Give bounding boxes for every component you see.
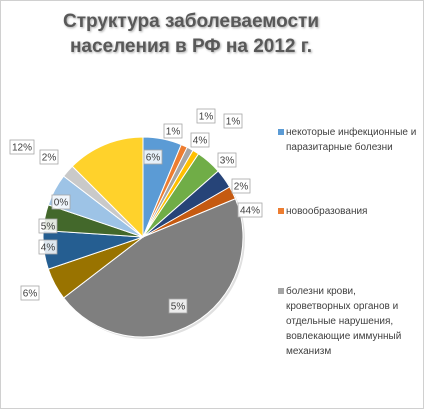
data-label-15: 12% — [9, 139, 35, 155]
legend-swatch-infectious — [278, 129, 284, 135]
legend-item-infectious: некоторые инфекционные и паразитарные бо… — [278, 125, 420, 155]
pie-slice-8 — [62, 198, 244, 338]
svg-text:5%: 5% — [171, 302, 186, 313]
svg-text:1%: 1% — [226, 117, 241, 128]
data-label-8: 44% — [237, 202, 263, 218]
data-label-13: 0% — [51, 194, 71, 210]
data-label-11: 4% — [38, 239, 58, 255]
svg-text:1%: 1% — [166, 127, 181, 138]
svg-text:1%: 1% — [199, 112, 214, 123]
svg-text:5%: 5% — [41, 222, 56, 233]
data-label-7: 2% — [231, 178, 251, 194]
svg-text:6%: 6% — [23, 289, 38, 300]
svg-text:3%: 3% — [220, 156, 235, 167]
legend-item-neoplasms: новообразования — [278, 204, 420, 219]
data-label-3: 1% — [196, 108, 216, 124]
svg-text:6%: 6% — [146, 153, 161, 164]
data-label-6: 3% — [217, 152, 237, 168]
legend-swatch-blood-diseases — [278, 288, 284, 294]
chart-title: Структура заболеваемости населения в РФ … — [41, 9, 341, 59]
svg-text:2%: 2% — [42, 153, 57, 164]
svg-text:4%: 4% — [41, 243, 56, 254]
data-label-1: 6% — [143, 149, 163, 165]
svg-text:2%: 2% — [234, 182, 249, 193]
chart-title-line-1: Структура заболеваемости — [62, 11, 320, 32]
legend-label-blood-diseases: болезни крови, кроветворных органов и от… — [286, 286, 402, 357]
legend-label-infectious: некоторые инфекционные и паразитарные бо… — [286, 127, 417, 153]
data-label-4: 1% — [223, 113, 243, 129]
legend-swatch-neoplasms — [278, 208, 284, 214]
legend-label-neoplasms: новообразования — [286, 206, 368, 217]
data-label-12: 5% — [38, 218, 58, 234]
data-label-5: 4% — [190, 132, 210, 148]
chart-title-line-2: населения в РФ на 2012 г. — [69, 36, 313, 57]
data-label-2: 1% — [163, 123, 183, 139]
pie-slice-15 — [71, 136, 144, 239]
svg-text:44%: 44% — [240, 206, 260, 217]
legend-item-blood-diseases: болезни крови, кроветворных органов и от… — [278, 284, 420, 359]
svg-text:0%: 0% — [54, 198, 69, 209]
data-label-10: 6% — [20, 285, 40, 301]
data-label-14: 2% — [39, 149, 59, 165]
svg-text:4%: 4% — [193, 136, 208, 147]
data-label-9: 5% — [168, 298, 188, 314]
svg-text:12%: 12% — [12, 143, 32, 154]
